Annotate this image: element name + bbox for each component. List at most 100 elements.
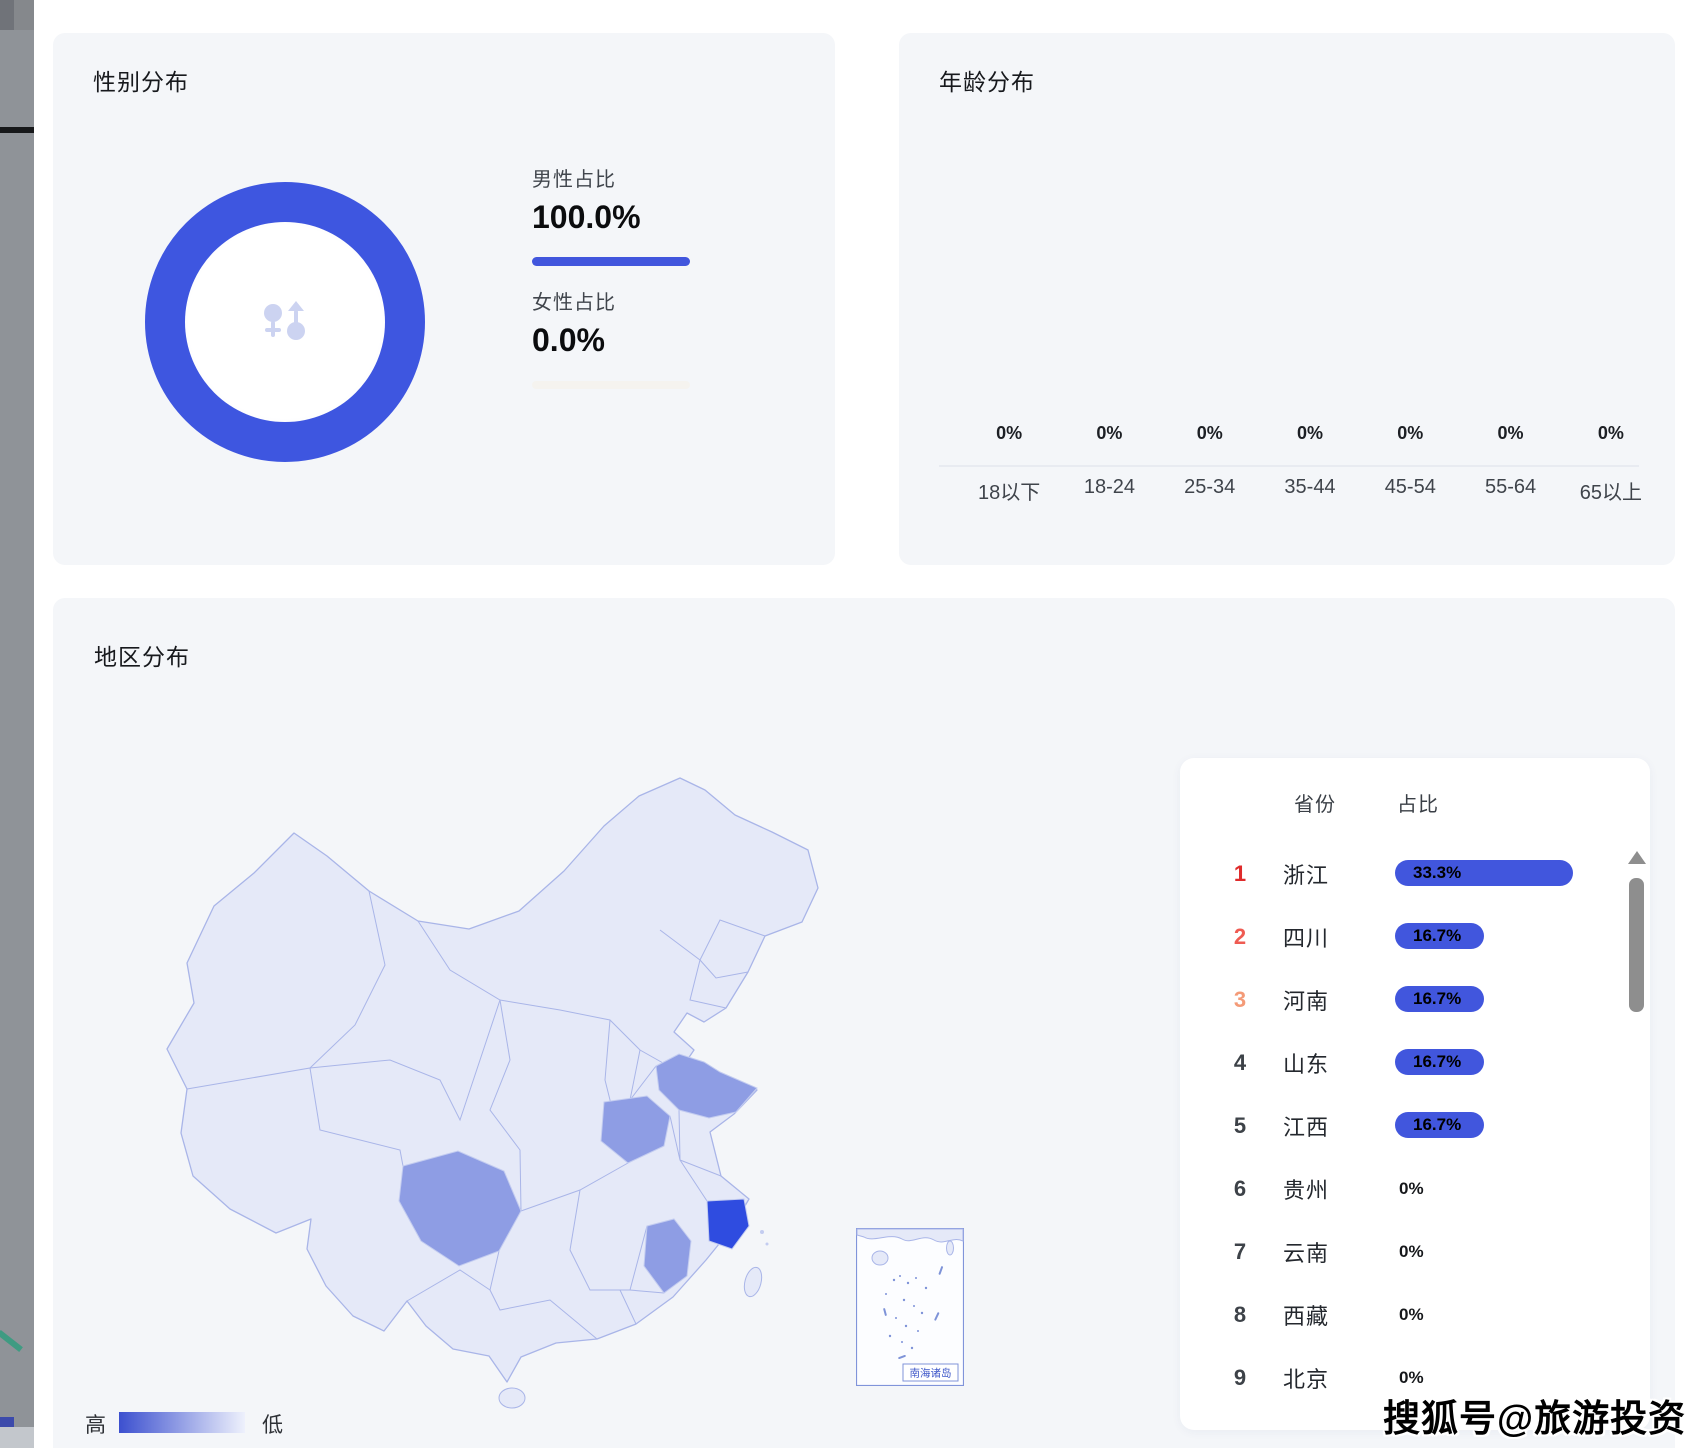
share-bar: 16.7% — [1395, 923, 1484, 949]
age-bar-value: 0% — [1497, 423, 1524, 443]
share-value: 0% — [1399, 1367, 1424, 1387]
province-name: 河南 — [1283, 988, 1330, 1014]
rank-number: 9 — [1233, 1364, 1247, 1390]
table-row[interactable]: 3 河南 16.7% — [1180, 968, 1650, 1031]
map-province-sichuan[interactable] — [398, 1150, 522, 1267]
strip-green-line — [0, 1330, 23, 1352]
rank-number: 8 — [1233, 1301, 1247, 1327]
background-page-sliver — [0, 0, 34, 1448]
male-ratio-bar — [532, 257, 690, 266]
ranking-rows: 1 浙江 33.3% 2 四川 16.7% 3 河南 16.7% 4 山东 16.7% 5 江西 16.7%… — [1180, 842, 1650, 1409]
province-name: 西藏 — [1283, 1303, 1330, 1329]
age-bar-values-row: 0% 0% 0% 0% 0% 0% 0% — [959, 423, 1661, 444]
gender-icon — [264, 301, 305, 340]
table-row[interactable]: 2 四川 16.7% — [1180, 905, 1650, 968]
map-province-henan[interactable] — [600, 1095, 671, 1164]
province-name: 贵州 — [1283, 1177, 1330, 1203]
strip-blue-line — [0, 1417, 14, 1427]
watermark-text: 搜狐号@旅游投资 — [1383, 1398, 1687, 1439]
scrollbar-thumb[interactable] — [1629, 878, 1644, 1012]
table-row[interactable]: 7 云南 0% — [1180, 1220, 1650, 1283]
inset-island-dots — [883, 1266, 944, 1360]
province-column-header: 省份 — [1294, 794, 1336, 816]
map-islet — [760, 1230, 764, 1234]
legend-low-label: 低 — [262, 1414, 283, 1437]
age-bar-value: 0% — [1296, 423, 1323, 443]
rank-number: 3 — [1233, 986, 1247, 1012]
age-distribution-card: 年龄分布 0% 0% 0% 0% 0% 0% 0% 18以下 18-24 25-34 35-44 4… — [899, 33, 1675, 565]
age-bar-value: 0% — [1196, 423, 1223, 443]
male-ratio-value: 100.0% — [532, 199, 641, 235]
strip-black-line — [0, 127, 34, 133]
province-name: 北京 — [1283, 1366, 1330, 1392]
age-bar-value: 0% — [1397, 423, 1424, 443]
region-distribution-card: 地区分布 — [53, 598, 1675, 1448]
age-axis-label: 18以下 — [978, 482, 1041, 504]
inset-hainan — [871, 1250, 889, 1266]
donut-hole — [185, 222, 385, 422]
age-axis-line — [939, 465, 1639, 467]
rank-number: 1 — [1233, 860, 1247, 886]
legend-high-label: 高 — [85, 1414, 106, 1437]
age-card-title: 年龄分布 — [939, 69, 1035, 95]
map-province-zhejiang[interactable] — [706, 1198, 750, 1250]
table-row[interactable]: 9 北京 0% — [1180, 1346, 1650, 1409]
age-axis-label: 35-44 — [1284, 476, 1336, 498]
province-name: 四川 — [1283, 925, 1330, 951]
rank-number: 2 — [1233, 923, 1247, 949]
map-province-shandong[interactable] — [655, 1053, 758, 1119]
female-ratio-value: 0.0% — [532, 322, 605, 358]
inset-taiwan — [946, 1240, 954, 1256]
province-name: 山东 — [1283, 1051, 1330, 1077]
inset-label: 南海诸岛 — [910, 1367, 952, 1380]
age-axis-label: 45-54 — [1384, 476, 1436, 498]
map-hainan[interactable] — [498, 1387, 526, 1409]
gender-distribution-card: 性别分布 男性占比 100.0% 女性占比 0.0% — [53, 33, 835, 565]
province-name: 浙江 — [1283, 862, 1330, 888]
china-map-container — [160, 770, 970, 1420]
map-islet — [765, 1242, 769, 1246]
table-row[interactable]: 1 浙江 33.3% — [1180, 842, 1650, 905]
legend-gradient-bar — [119, 1412, 245, 1433]
rank-number: 5 — [1233, 1112, 1247, 1138]
share-column-header: 占比 — [1397, 794, 1439, 816]
age-bar-value: 0% — [1597, 423, 1624, 443]
table-row[interactable]: 8 西藏 0% — [1180, 1283, 1650, 1346]
share-value: 0% — [1399, 1304, 1424, 1324]
strip-dark-block — [0, 0, 14, 30]
gender-donut-chart[interactable] — [145, 182, 425, 462]
south-china-sea-inset: 南海诸岛 — [855, 1227, 965, 1387]
province-name: 江西 — [1283, 1114, 1330, 1140]
share-bar: 33.3% — [1395, 860, 1573, 886]
rank-number: 7 — [1233, 1238, 1247, 1264]
age-axis-label: 65以上 — [1579, 482, 1642, 504]
age-axis-label: 18-24 — [1083, 476, 1135, 498]
province-name: 云南 — [1283, 1240, 1330, 1266]
share-value: 0% — [1399, 1178, 1424, 1198]
age-bar-value: 0% — [996, 423, 1023, 443]
map-province-jiangxi[interactable] — [643, 1218, 692, 1294]
region-card-title: 地区分布 — [94, 644, 190, 670]
province-ranking-panel: 省份 占比 1 浙江 33.3% 2 四川 16.7% 3 河南 16.7% 4 山东 16.7% 5 江… — [1180, 758, 1650, 1430]
table-row[interactable]: 6 贵州 0% — [1180, 1157, 1650, 1220]
inset-label-box — [902, 1363, 959, 1382]
age-axis-labels-row: 18以下 18-24 25-34 35-44 45-54 55-64 65以上 — [959, 476, 1661, 505]
table-row[interactable]: 4 山东 16.7% — [1180, 1031, 1650, 1094]
scrollbar-up-arrow[interactable] — [1628, 851, 1646, 864]
share-value: 0% — [1399, 1241, 1424, 1261]
gender-card-title: 性别分布 — [93, 69, 189, 95]
female-ratio-bar — [532, 381, 690, 389]
map-taiwan[interactable] — [741, 1265, 764, 1298]
share-bar: 16.7% — [1395, 986, 1484, 1012]
china-map[interactable] — [160, 770, 970, 1420]
age-axis-label: 25-34 — [1184, 476, 1236, 498]
male-ratio-label: 男性占比 — [532, 169, 616, 191]
strip-medium-block — [14, 0, 34, 30]
female-ratio-label: 女性占比 — [532, 292, 616, 314]
strip-footer-block — [0, 1427, 34, 1448]
table-row[interactable]: 5 江西 16.7% — [1180, 1094, 1650, 1157]
rank-number: 6 — [1233, 1175, 1247, 1201]
inset-coastline — [856, 1228, 964, 1243]
age-axis-label: 55-64 — [1484, 476, 1537, 498]
